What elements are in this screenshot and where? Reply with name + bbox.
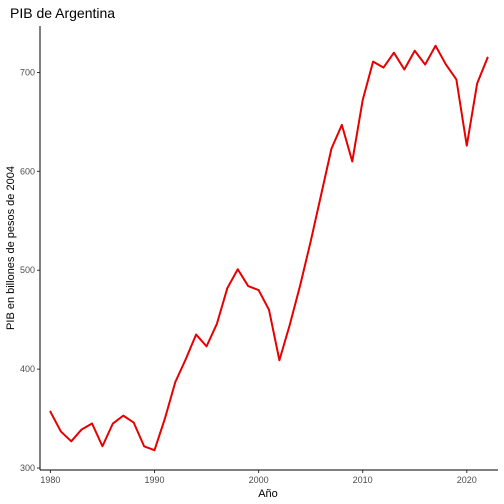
x-tick-label: 1990 [144,475,164,485]
y-tick-label: 700 [20,67,35,77]
gdp-series-line [49,44,489,452]
y-tick-label: 500 [20,265,35,275]
y-tick-label: 400 [20,364,35,374]
y-axis: 300 400 500 600 700 [20,26,41,473]
x-tick-label: 2010 [353,475,373,485]
y-axis-title: PIB en billones de pesos de 2004 [5,166,17,330]
x-tick-label: 2000 [249,475,269,485]
y-tick-label: 300 [20,463,35,473]
series-layer [49,44,489,452]
x-axis: 1980 1990 2000 2010 2020 [40,469,498,485]
y-tick-label: 600 [20,166,35,176]
chart-title: PIB de Argentina [10,5,115,21]
x-tick-label: 1980 [40,475,60,485]
x-tick-label: 2020 [457,475,477,485]
x-axis-title: Año [258,488,278,500]
